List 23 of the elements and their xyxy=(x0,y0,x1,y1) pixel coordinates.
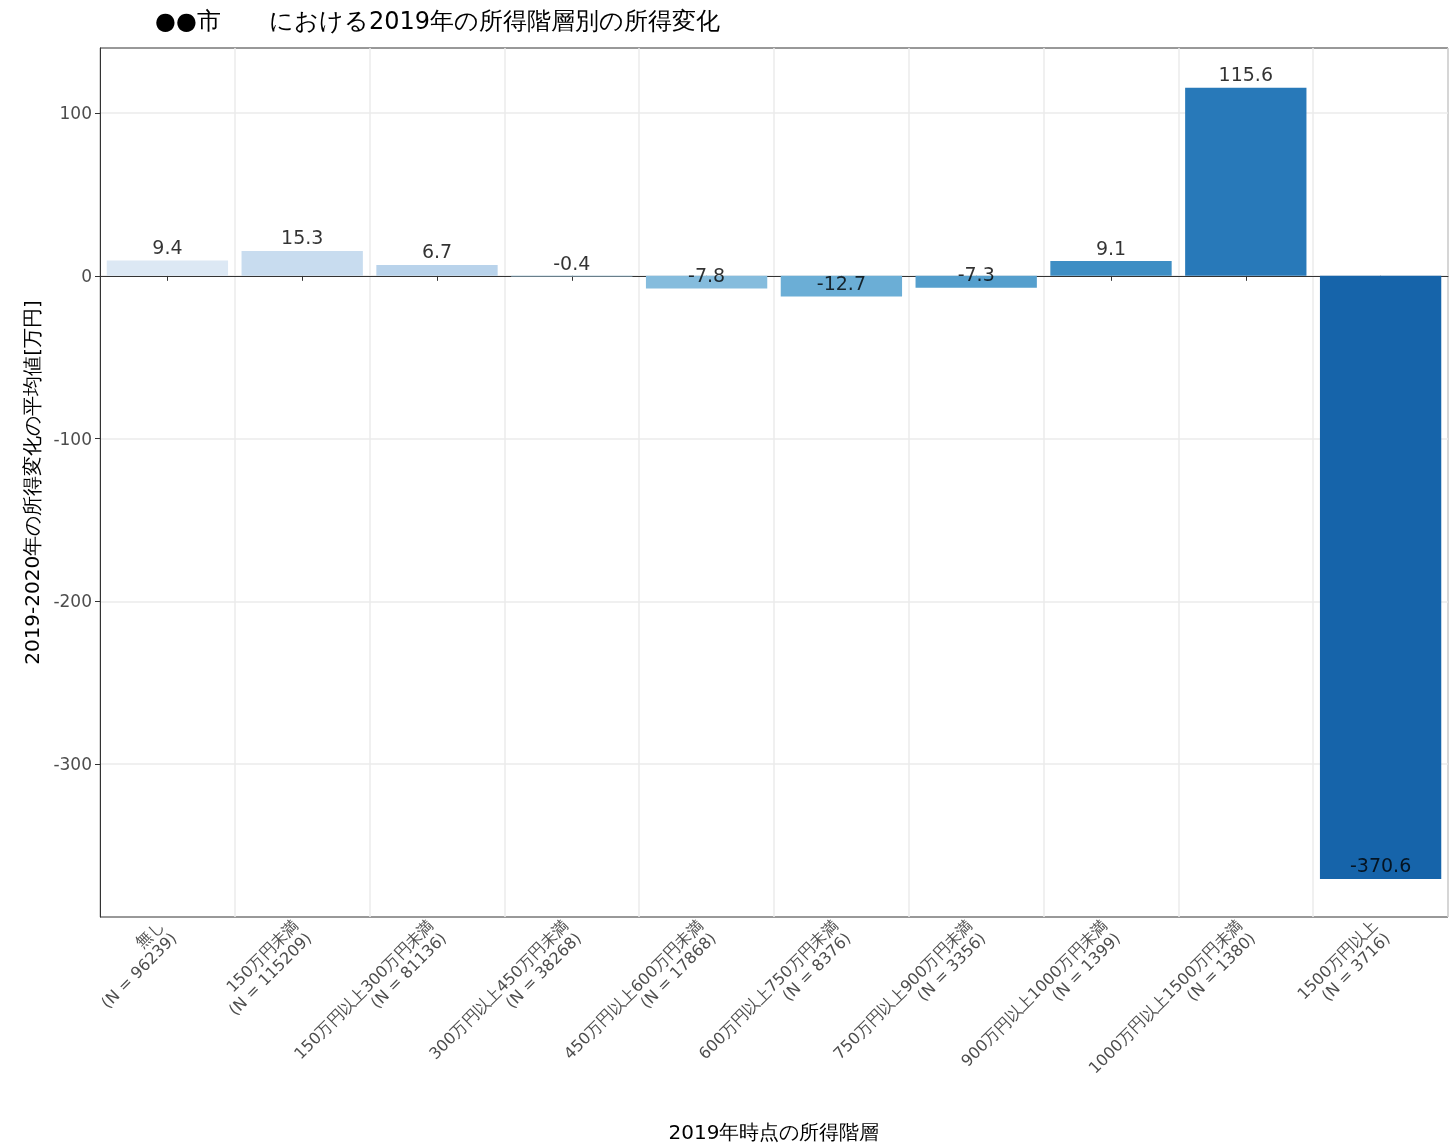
y-axis-title: 2019-2020年の所得変化の平均値[万円] xyxy=(20,300,44,665)
data-label: 6.7 xyxy=(421,240,453,263)
chart-title: ●●市 における2019年の所得階層別の所得変化 xyxy=(155,7,720,35)
bar xyxy=(1319,275,1442,879)
bar xyxy=(1185,87,1307,276)
data-label: -12.7 xyxy=(816,271,866,294)
y-tick-label: -200 xyxy=(53,591,92,612)
data-label: 9.1 xyxy=(1095,236,1127,259)
y-tick-label: 100 xyxy=(59,103,92,124)
bar xyxy=(1050,261,1172,276)
data-label: 115.6 xyxy=(1218,63,1273,86)
bar xyxy=(106,260,229,276)
x-axis-title: 2019年時点の所得階層 xyxy=(668,1120,880,1144)
bar xyxy=(241,250,363,276)
data-label: 15.3 xyxy=(281,226,324,249)
bar xyxy=(780,275,903,297)
data-label: -0.4 xyxy=(553,251,591,274)
bar xyxy=(376,264,498,276)
data-label: 9.4 xyxy=(152,236,183,259)
y-tick-label: 0 xyxy=(81,265,92,286)
y-tick-label: -100 xyxy=(53,428,92,449)
data-label: -370.6 xyxy=(1349,854,1412,877)
y-tick-label: -300 xyxy=(53,754,92,775)
